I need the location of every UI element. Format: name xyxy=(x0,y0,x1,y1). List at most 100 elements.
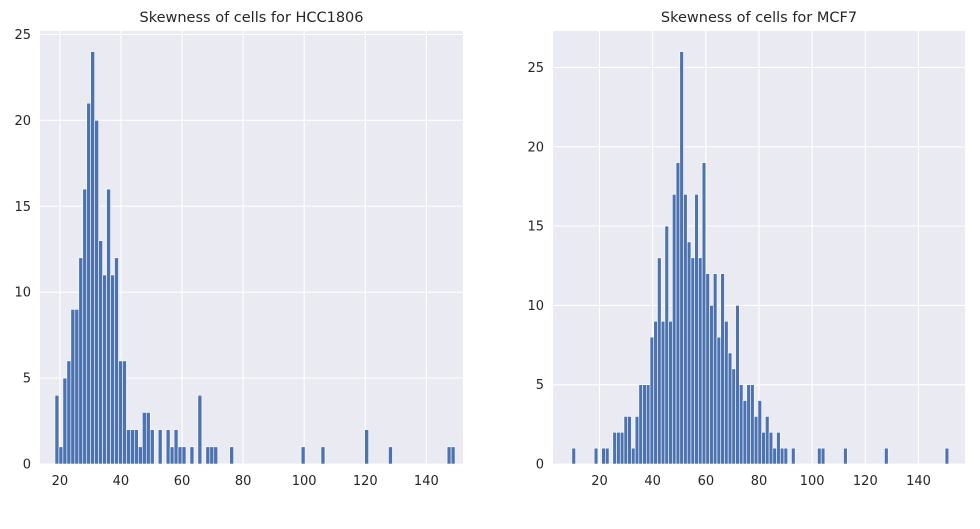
histogram-bar xyxy=(657,257,662,465)
x-tick-label: 20 xyxy=(591,474,608,489)
histogram-bar xyxy=(653,320,658,465)
histogram-bar xyxy=(649,336,655,465)
x-tick-label: 40 xyxy=(113,474,130,489)
histogram-bar xyxy=(779,447,785,465)
histogram-bar xyxy=(701,162,707,465)
histogram-bar xyxy=(739,384,744,465)
histogram-bar xyxy=(157,429,163,465)
histogram-bar xyxy=(605,447,610,465)
histogram-bar xyxy=(712,273,718,465)
histogram-bar xyxy=(177,446,183,465)
chart-panel-1: 20 40 60 80 100 120 140 0 5 10 15 20 25 Skewness of c… xyxy=(14,10,463,489)
histogram-bar xyxy=(300,446,306,465)
histogram-bar xyxy=(149,429,155,465)
histogram-bar xyxy=(735,305,740,465)
x-tick-label: 100 xyxy=(292,474,317,489)
histogram-bar xyxy=(724,320,729,465)
y-tick-label: 25 xyxy=(14,28,31,43)
histogram-bar xyxy=(74,309,80,465)
histogram-bar xyxy=(742,400,748,465)
histogram-bar xyxy=(66,360,72,465)
histogram-bar xyxy=(672,194,677,465)
histogram-bar xyxy=(698,257,703,465)
histogram-bar xyxy=(694,194,699,465)
chart-panel-2: 20 40 60 80 100 120 140 0 5 10 15 20 25 Skewness of c… xyxy=(527,10,965,489)
histogram-bar xyxy=(78,257,84,465)
y-tick-label: 0 xyxy=(536,458,544,473)
histogram-bar xyxy=(660,320,666,465)
histogram-bar xyxy=(727,352,733,465)
histogram-bar xyxy=(98,240,103,465)
histogram-bar xyxy=(364,429,369,465)
histogram-bar xyxy=(612,431,617,465)
histogram-bar xyxy=(130,429,135,465)
histogram-bar xyxy=(791,447,796,465)
histogram-bar xyxy=(843,447,848,465)
y-tick-label: 15 xyxy=(14,200,31,215)
histogram-bar xyxy=(54,394,60,465)
histogram-bar xyxy=(638,384,643,465)
histogram-bar xyxy=(122,360,127,465)
histogram-bar xyxy=(686,241,692,465)
histogram-bar xyxy=(446,446,452,465)
histogram-bar xyxy=(753,416,759,465)
histogram-bar xyxy=(716,336,722,465)
histogram-bar xyxy=(118,360,123,465)
histogram-bar xyxy=(388,446,393,465)
x-tick-label: 100 xyxy=(800,474,825,489)
histogram-bar xyxy=(165,429,171,465)
histogram-bar xyxy=(86,102,91,465)
y-tick-label: 15 xyxy=(527,220,544,235)
histogram-bar xyxy=(138,446,143,465)
y-tick-label: 0 xyxy=(23,458,31,473)
histogram-bar xyxy=(944,447,950,465)
histogram-bar xyxy=(126,429,131,465)
histogram-bar xyxy=(690,257,695,465)
histogram-bar xyxy=(668,320,673,465)
histogram-bar xyxy=(90,51,95,465)
histogram-bar xyxy=(70,309,76,465)
y-tick-label: 20 xyxy=(527,140,544,155)
histogram-bar xyxy=(627,416,632,465)
histogram-bar xyxy=(205,446,211,465)
histogram-bar xyxy=(642,384,647,465)
histogram-bar xyxy=(776,431,781,465)
histogram-bar xyxy=(593,447,599,465)
histogram-bar xyxy=(817,447,822,465)
histogram-bar xyxy=(616,431,621,465)
histogram-bar xyxy=(145,412,151,465)
histogram-bar xyxy=(571,447,576,465)
histogram-bar xyxy=(134,429,139,465)
chart-title: Skewness of cells for MCF7 xyxy=(661,10,857,26)
histogram-bar xyxy=(601,447,606,465)
histogram-bar xyxy=(675,162,681,465)
histogram-bar xyxy=(750,384,755,465)
histogram-bar xyxy=(768,431,774,465)
histogram-bar xyxy=(645,384,651,465)
x-tick-label: 40 xyxy=(644,474,661,489)
histogram-bar xyxy=(820,447,826,465)
histogram-bar xyxy=(746,384,751,465)
histogram-bar xyxy=(229,446,234,465)
histogram-bar xyxy=(705,273,710,465)
histogram-bar xyxy=(884,447,889,465)
histogram-bar xyxy=(189,446,195,465)
histogram-bar xyxy=(757,400,762,465)
histogram-bar xyxy=(82,188,88,465)
x-tick-label: 120 xyxy=(353,474,378,489)
histogram-bar xyxy=(106,188,111,465)
histogram-bar xyxy=(709,305,714,465)
x-tick-label: 120 xyxy=(853,474,878,489)
y-tick-label: 10 xyxy=(14,286,31,301)
y-tick-label: 25 xyxy=(527,61,544,76)
histogram-bar xyxy=(765,416,770,465)
histogram-bar xyxy=(62,377,68,465)
histogram-bar xyxy=(142,412,147,465)
histogram-bar xyxy=(623,416,628,465)
histogram-bar xyxy=(761,431,766,465)
x-tick-label: 20 xyxy=(52,474,69,489)
histogram-bar xyxy=(213,446,219,465)
histogram-bar xyxy=(634,416,640,465)
histogram-bar xyxy=(209,446,215,465)
